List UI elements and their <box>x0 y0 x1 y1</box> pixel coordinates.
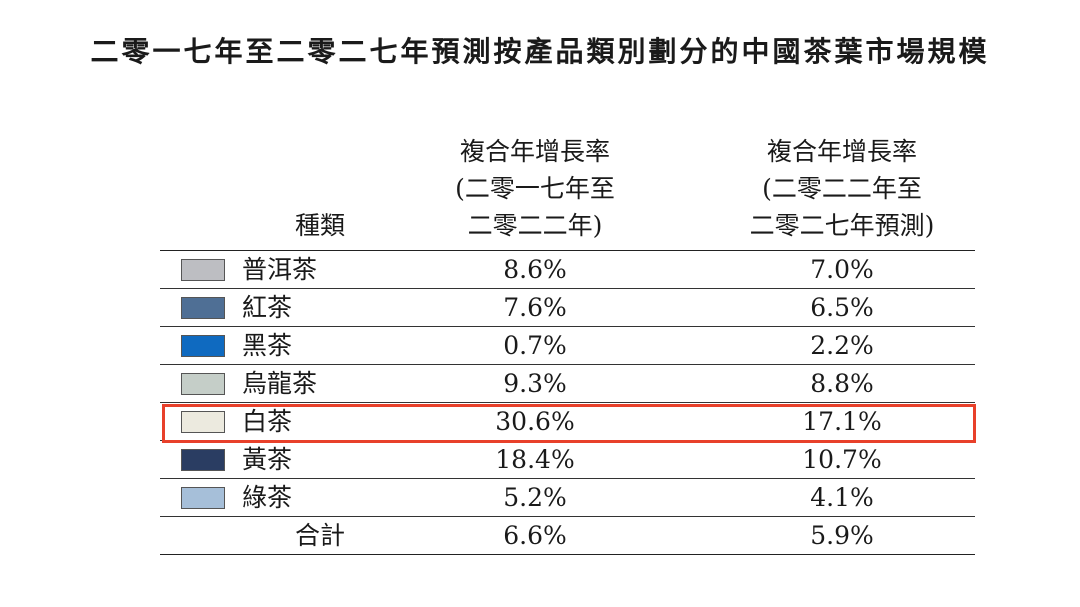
cagr-2022-2027-value: 7.0% <box>810 255 874 284</box>
table-header: 種類 複合年增長率 (二零一七年至 二零二二年) 複合年增長率 (二零二二年至 … <box>160 136 975 251</box>
table-row-green-tea: 綠茶 5.2% 4.1% <box>160 479 975 517</box>
row-label: 烏龍茶 <box>242 369 318 398</box>
row-label: 綠茶 <box>242 483 293 512</box>
header-category: 種類 <box>294 211 345 240</box>
header-col1-line1: 複合年增長率 <box>459 137 610 166</box>
cagr-2022-2027-value: 6.5% <box>810 293 874 322</box>
header-col1-line2: (二零一七年至 <box>455 174 615 203</box>
row-label: 普洱茶 <box>242 255 318 284</box>
total-label: 合計 <box>294 521 345 550</box>
table-row-oolong: 烏龍茶 9.3% 8.8% <box>160 365 975 403</box>
cagr-2022-2027-value: 8.8% <box>810 369 874 398</box>
header-cagr-2017-2022: 複合年增長率 (二零一七年至 二零二二年) <box>415 133 655 244</box>
color-swatch-oolong <box>181 373 225 395</box>
color-swatch-green-tea <box>181 487 225 509</box>
row-label: 黑茶 <box>242 331 293 360</box>
cagr-2017-2022-value: 9.3% <box>503 369 567 398</box>
page-title: 二零一七年至二零二七年預測按產品類別劃分的中國茶葉市場規模 <box>90 35 990 68</box>
row-label: 白茶 <box>242 407 293 436</box>
cagr-2017-2022-value: 0.7% <box>503 331 567 360</box>
cagr-2017-2022-value: 18.4% <box>495 445 575 474</box>
cagr-table: 種類 複合年增長率 (二零一七年至 二零二二年) 複合年增長率 (二零二二年至 … <box>160 136 975 555</box>
color-swatch-pu-erh <box>181 259 225 281</box>
header-col2-line1: 複合年增長率 <box>766 137 917 166</box>
row-label: 紅茶 <box>242 293 293 322</box>
cagr-2022-2027-value: 4.1% <box>810 483 874 512</box>
total-cagr-2017-2022-value: 6.6% <box>503 521 567 550</box>
cagr-2017-2022-value: 5.2% <box>503 483 567 512</box>
color-swatch-black-tea <box>181 297 225 319</box>
table-row-yellow-tea: 黃茶 18.4% 10.7% <box>160 441 975 479</box>
row-label: 黃茶 <box>242 445 293 474</box>
table-row-white-tea: 白茶 30.6% 17.1% <box>160 403 975 441</box>
color-swatch-yellow-tea <box>181 449 225 471</box>
table-row-dark-tea: 黑茶 0.7% 2.2% <box>160 327 975 365</box>
cagr-2022-2027-value: 10.7% <box>802 445 882 474</box>
color-swatch-white-tea <box>181 411 225 433</box>
header-cagr-2022-2027: 複合年增長率 (二零二二年至 二零二七年預測) <box>712 133 972 244</box>
table-row-black-tea: 紅茶 7.6% 6.5% <box>160 289 975 327</box>
cagr-2017-2022-value: 7.6% <box>503 293 567 322</box>
cagr-2017-2022-value: 8.6% <box>503 255 567 284</box>
header-col2-line2: (二零二二年至 <box>762 174 922 203</box>
total-cagr-2022-2027-value: 5.9% <box>810 521 874 550</box>
header-col2-line3: 二零二七年預測) <box>749 211 935 240</box>
cagr-2022-2027-value: 17.1% <box>802 407 882 436</box>
table-row-pu-erh: 普洱茶 8.6% 7.0% <box>160 251 975 289</box>
header-col1-line3: 二零二二年) <box>467 211 603 240</box>
color-swatch-dark-tea <box>181 335 225 357</box>
cagr-2017-2022-value: 30.6% <box>495 407 575 436</box>
cagr-2022-2027-value: 2.2% <box>810 331 874 360</box>
table-row-total: 合計 6.6% 5.9% <box>160 517 975 555</box>
